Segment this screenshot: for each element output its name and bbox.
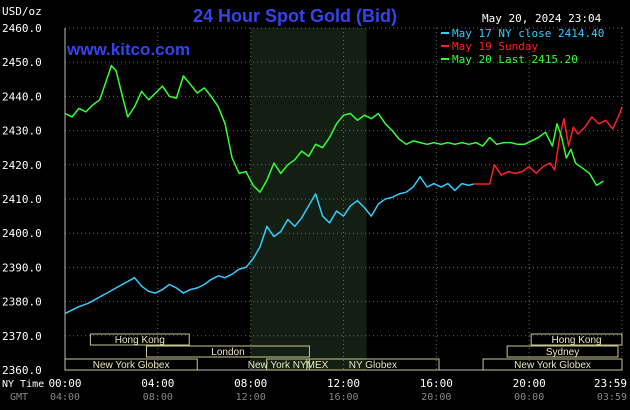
session-label: New York Globex xyxy=(93,360,170,371)
chart-title: 24 Hour Spot Gold (Bid) xyxy=(193,6,397,26)
y-axis-unit-label: USD/oz xyxy=(2,5,42,18)
x-tick-label: 20:00 xyxy=(513,377,546,390)
session-box xyxy=(306,358,440,371)
gmt-row-label: GMT xyxy=(10,392,28,403)
gmt-tick-label: 16:00 xyxy=(328,392,358,403)
gmt-tick-label: 04:00 xyxy=(50,392,80,403)
y-tick-label: 2450.0 xyxy=(2,56,42,69)
session-label: NY Globex xyxy=(349,360,397,371)
session-label: Hong Kong xyxy=(115,335,165,346)
x-tick-label: 04:00 xyxy=(141,377,174,390)
gmt-tick-label: 20:00 xyxy=(421,392,451,403)
market-sessions: Hong Kong London New York Globex New York N… xyxy=(64,333,623,371)
gmt-tick-label: 08:00 xyxy=(143,392,173,403)
series-line xyxy=(64,176,474,315)
y-tick-label: 2370.0 xyxy=(2,330,42,343)
y-tick-label: 2440.0 xyxy=(2,90,42,103)
x-tick-label: 12:00 xyxy=(327,377,360,390)
session-label: Hong Kong xyxy=(552,335,602,346)
y-tick-label: 2400.0 xyxy=(2,227,42,240)
session-label: Sydney xyxy=(546,347,579,358)
ny-time-row-label: NY Time xyxy=(2,379,44,390)
y-tick-label: 2390.0 xyxy=(2,261,42,274)
session-box xyxy=(266,358,310,371)
legend-item: May 20 Last 2415.20 xyxy=(452,53,578,66)
y-tick-label: 2420.0 xyxy=(2,159,42,172)
session-label: New York Globex xyxy=(514,360,591,371)
x-tick-label: 00:00 xyxy=(48,377,81,390)
session-box xyxy=(89,333,190,346)
legend-item: May 17 NY close 2414.40 xyxy=(452,27,604,40)
x-tick-label: 08:00 xyxy=(234,377,267,390)
y-tick-label: 2460.0 xyxy=(2,22,42,35)
session-label: London xyxy=(211,347,244,358)
legend-item: May 19 Sunday xyxy=(452,40,538,53)
y-tick-label: 2430.0 xyxy=(2,125,42,138)
series-line xyxy=(473,106,623,185)
timestamp: May 20, 2024 23:04 xyxy=(482,12,602,25)
session-box xyxy=(530,333,623,346)
x-tick-labels: 00:00 04:00 08:00 12:00 16:00 20:00 23:59 xyxy=(48,377,627,390)
series-line xyxy=(64,64,604,193)
gmt-tick-label: 00:00 xyxy=(514,392,544,403)
y-tick-label: 2380.0 xyxy=(2,296,42,309)
x-tick-label: 23:59 xyxy=(594,377,627,390)
session-label: New York NYMEX xyxy=(248,360,329,371)
series-layer xyxy=(64,64,623,315)
session-box xyxy=(506,345,619,358)
y-tick-labels: 2460.0 2450.0 2440.0 2430.0 2420.0 2410.0 2400… xyxy=(2,22,42,377)
session-box xyxy=(64,358,198,371)
gmt-tick-labels: 04:00 08:00 12:00 16:00 20:00 00:00 03:59 xyxy=(50,392,627,403)
gmt-tick-label: 12:00 xyxy=(236,392,266,403)
x-tick-label: 16:00 xyxy=(420,377,453,390)
legend: May 17 NY close 2414.40 May 19 Sunday Ma… xyxy=(441,27,604,66)
watermark: www.kitco.com xyxy=(66,40,190,59)
y-tick-label: 2410.0 xyxy=(2,193,42,206)
session-box xyxy=(482,358,623,371)
y-tick-label: 2360.0 xyxy=(2,364,42,377)
nymex-session-shade xyxy=(250,28,367,370)
session-box xyxy=(145,345,310,358)
gmt-tick-label: 03:59 xyxy=(597,392,627,403)
